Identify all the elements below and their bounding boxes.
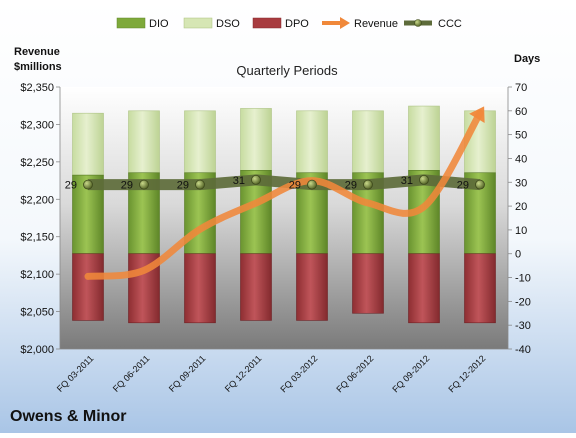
left-tick-label-0: $2,000 bbox=[20, 344, 54, 356]
bar-dso-4 bbox=[296, 110, 328, 174]
right-tick-label-0: -40 bbox=[515, 344, 531, 356]
left-tick-label-5: $2,250 bbox=[20, 157, 54, 169]
left-tick-label-7: $2,350 bbox=[20, 82, 54, 94]
revenue-arrowhead bbox=[469, 106, 485, 123]
left-tick-label-2: $2,100 bbox=[20, 269, 54, 281]
legend-label-dpo: DPO bbox=[285, 18, 309, 30]
right-tick-label-1: -30 bbox=[515, 320, 531, 332]
right-tick-label-6: 20 bbox=[515, 201, 527, 213]
legend-swatch-dio bbox=[116, 17, 146, 29]
company-name: Owens & Minor bbox=[10, 408, 126, 425]
bar-dso-3 bbox=[240, 108, 272, 171]
right-tick-label-3: -10 bbox=[515, 273, 531, 285]
left-tick-label-4: $2,200 bbox=[20, 194, 54, 206]
left-axis-title-line1: Revenue bbox=[14, 46, 60, 58]
bar-dpo-5 bbox=[352, 253, 384, 314]
ccc-data-label-0: 29 bbox=[65, 180, 77, 192]
right-tick-label-4: 0 bbox=[515, 249, 521, 261]
legend-label-dso: DSO bbox=[216, 18, 240, 30]
plot-area bbox=[60, 87, 508, 349]
right-axis-title: Days bbox=[514, 53, 540, 65]
x-tick-label-3: FQ 12-2011 bbox=[223, 353, 264, 394]
right-tick-label-7: 30 bbox=[515, 177, 527, 189]
lines-layer: 29 29 29 31 29 29 31 29 bbox=[65, 106, 485, 280]
bar-dpo-6 bbox=[408, 253, 440, 324]
bar-dpo-4 bbox=[296, 253, 328, 321]
ccc-point-3 bbox=[251, 174, 261, 185]
x-tick-label-7: FQ 12-2012 bbox=[446, 353, 487, 394]
ccc-point-7 bbox=[475, 179, 485, 190]
x-tick-label-1: FQ 06-2011 bbox=[111, 353, 152, 394]
ccc-point-2 bbox=[195, 179, 205, 190]
right-tick-label-11: 70 bbox=[515, 82, 527, 94]
x-tick-label-5: FQ 06-2012 bbox=[334, 353, 375, 394]
left-tick-label-6: $2,300 bbox=[20, 119, 54, 131]
ccc-point-6 bbox=[419, 174, 429, 185]
bar-dso-2 bbox=[184, 110, 216, 174]
bar-dso-1 bbox=[128, 110, 160, 174]
ccc-point-4 bbox=[307, 179, 317, 190]
series-line-revenue bbox=[84, 109, 484, 280]
ccc-data-label-1: 29 bbox=[121, 180, 133, 192]
ccc-data-label-2: 29 bbox=[177, 180, 189, 192]
ccc-point-5 bbox=[363, 179, 373, 190]
ccc-data-label-3: 31 bbox=[233, 175, 245, 187]
ccc-point-1 bbox=[139, 179, 149, 190]
ccc-data-label-4: 29 bbox=[289, 180, 301, 192]
left-axis-title-line2: $millions bbox=[14, 61, 62, 73]
legend-swatch-ccc bbox=[404, 19, 432, 27]
left-tick-label-1: $2,050 bbox=[20, 307, 54, 319]
x-tick-label-4: FQ 03-2012 bbox=[278, 353, 319, 394]
right-tick-label-10: 60 bbox=[515, 106, 527, 118]
legend-swatch-dpo bbox=[252, 17, 282, 29]
bar-dso-0 bbox=[72, 112, 104, 176]
legend-label-revenue: Revenue bbox=[354, 18, 398, 30]
ccc-data-label-7: 29 bbox=[457, 180, 469, 192]
right-tick-label-5: 10 bbox=[515, 225, 527, 237]
x-tick-label-2: FQ 09-2011 bbox=[167, 353, 208, 394]
bar-dso-5 bbox=[352, 110, 384, 174]
legend-swatch-revenue bbox=[322, 17, 350, 29]
ccc-data-label-5: 29 bbox=[345, 180, 357, 192]
bar-dso-6 bbox=[408, 105, 440, 171]
right-tick-label-2: -20 bbox=[515, 296, 531, 308]
left-tick-label-3: $2,150 bbox=[20, 232, 54, 244]
ccc-data-label-6: 31 bbox=[401, 175, 413, 187]
x-tick-label-6: FQ 09-2012 bbox=[390, 353, 431, 394]
chart-title: Quarterly Periods bbox=[236, 63, 338, 78]
bar-dpo-2 bbox=[184, 253, 216, 324]
right-tick-label-8: 40 bbox=[515, 153, 527, 165]
legend-label-ccc: CCC bbox=[438, 18, 462, 30]
ccc-point-0 bbox=[83, 179, 93, 190]
bar-dpo-7 bbox=[464, 253, 496, 324]
legend-swatch-dso bbox=[183, 17, 213, 29]
right-tick-label-9: 50 bbox=[515, 130, 527, 142]
legend-label-dio: DIO bbox=[149, 18, 169, 30]
x-tick-label-0: FQ 03-2011 bbox=[55, 353, 96, 394]
series-line-ccc bbox=[88, 174, 481, 191]
bar-dpo-0 bbox=[72, 253, 104, 321]
bar-dpo-3 bbox=[240, 253, 272, 321]
legend: DIO DSO DPO Revenue CCC bbox=[116, 17, 462, 30]
